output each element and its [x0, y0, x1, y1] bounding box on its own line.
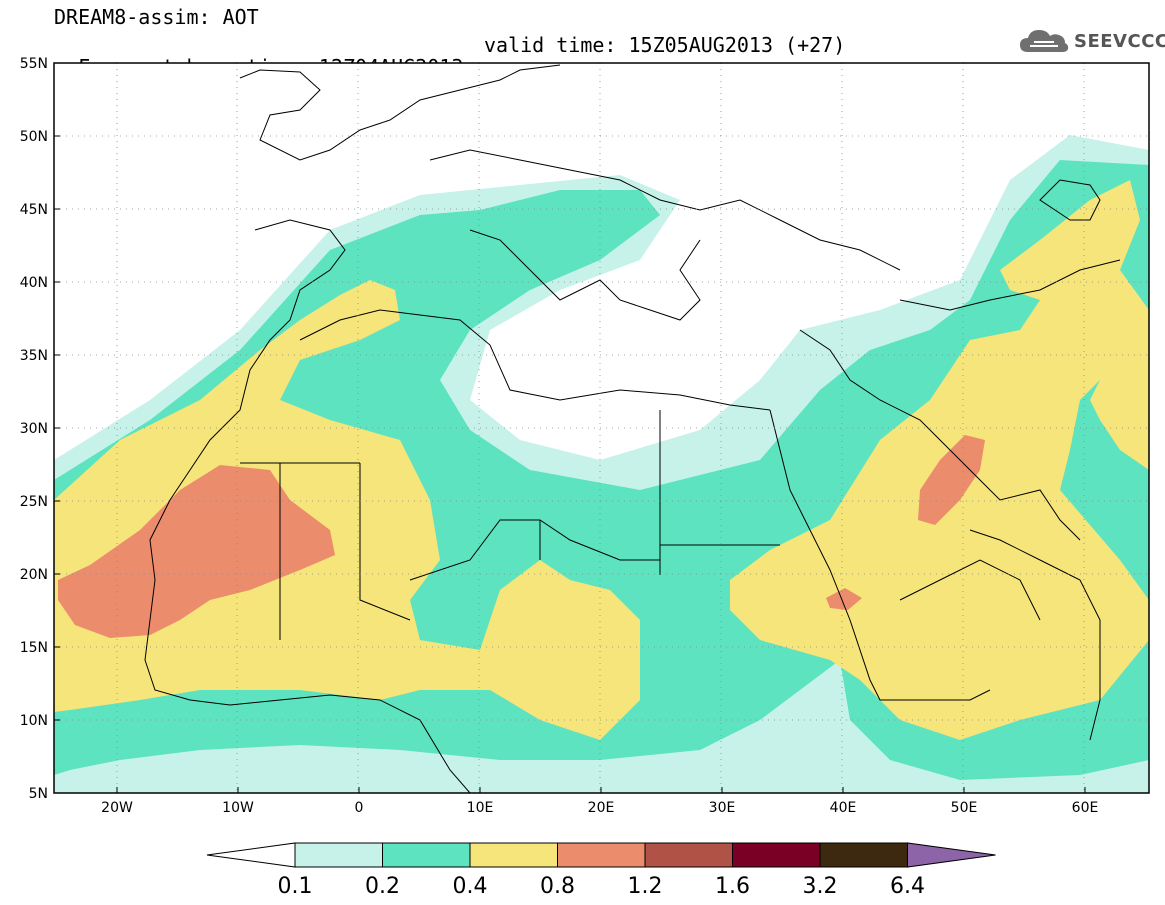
colorbar-level-label: 0.8 [540, 874, 575, 899]
colorbar-swatch [644, 842, 733, 868]
coastlines [144, 64, 1121, 793]
colorbar-swatch [294, 842, 383, 868]
longitude-axis: 20W 10W 0 10E 20E 30E 40E 50E 60E [101, 787, 1098, 816]
latitude-axis: 55N 50N 45N 40N 35N 30N 25N 20N 15N 10N 5N [20, 56, 60, 802]
lat-label: 15N [20, 640, 48, 656]
colorbar-swatches [206, 842, 996, 868]
colorbar-level-label: 1.6 [715, 874, 750, 899]
lat-label: 55N [20, 56, 48, 72]
aot-band-0.8-redsea [826, 588, 862, 610]
lon-label: 30E [709, 800, 736, 816]
colorbar-swatch [382, 842, 471, 868]
colorbar-level-label: 0.1 [278, 874, 313, 899]
aot-band-0.8 [58, 465, 335, 638]
lat-label: 40N [20, 275, 48, 291]
graticule [54, 63, 1149, 793]
lon-label: 10E [467, 800, 494, 816]
colorbar-level-label: 1.2 [628, 874, 663, 899]
lat-label: 30N [20, 421, 48, 437]
colorbar-min-arrow [206, 842, 296, 868]
lon-label: 20E [588, 800, 615, 816]
colorbar-level-label: 0.4 [453, 874, 488, 899]
lon-label: 10W [222, 800, 254, 816]
lat-label: 5N [29, 786, 48, 802]
logo-text: SEEVCCC [1074, 30, 1165, 52]
lon-label: 50E [951, 800, 978, 816]
colorbar-swatch [819, 842, 908, 868]
lat-label: 35N [20, 348, 48, 364]
colorbar-level-label: 3.2 [803, 874, 838, 899]
aot-band-0.8-gulf [918, 435, 985, 525]
colorbar-swatch [557, 842, 646, 868]
lon-label: 20W [101, 800, 133, 816]
lat-label: 10N [20, 713, 48, 729]
map-title: DREAM8-assim: AOT [54, 5, 259, 29]
colorbar-max-arrow [907, 842, 996, 868]
seevccc-logo: SEEVCCC [1018, 26, 1165, 56]
aot-field [54, 63, 1149, 793]
colorbar-swatch [732, 842, 821, 868]
colorbar-level-label: 6.4 [890, 874, 925, 899]
colorbar-labels: 0.1 0.2 0.4 0.8 1.2 1.6 3.2 6.4 [278, 874, 926, 899]
colorbar-swatch [469, 842, 558, 868]
lat-label: 20N [20, 567, 48, 583]
lon-label: 60E [1072, 800, 1099, 816]
lat-label: 45N [20, 202, 48, 218]
lon-label: 0 [355, 800, 364, 816]
aot-band-0.4-west [54, 280, 640, 740]
lon-label: 40E [830, 800, 857, 816]
lat-label: 25N [20, 494, 48, 510]
lat-label: 50N [20, 129, 48, 145]
cloud-icon [1020, 30, 1069, 52]
colorbar-level-label: 0.2 [365, 874, 400, 899]
valid-time-text: valid time: 15Z05AUG2013 (+27) [484, 33, 846, 57]
